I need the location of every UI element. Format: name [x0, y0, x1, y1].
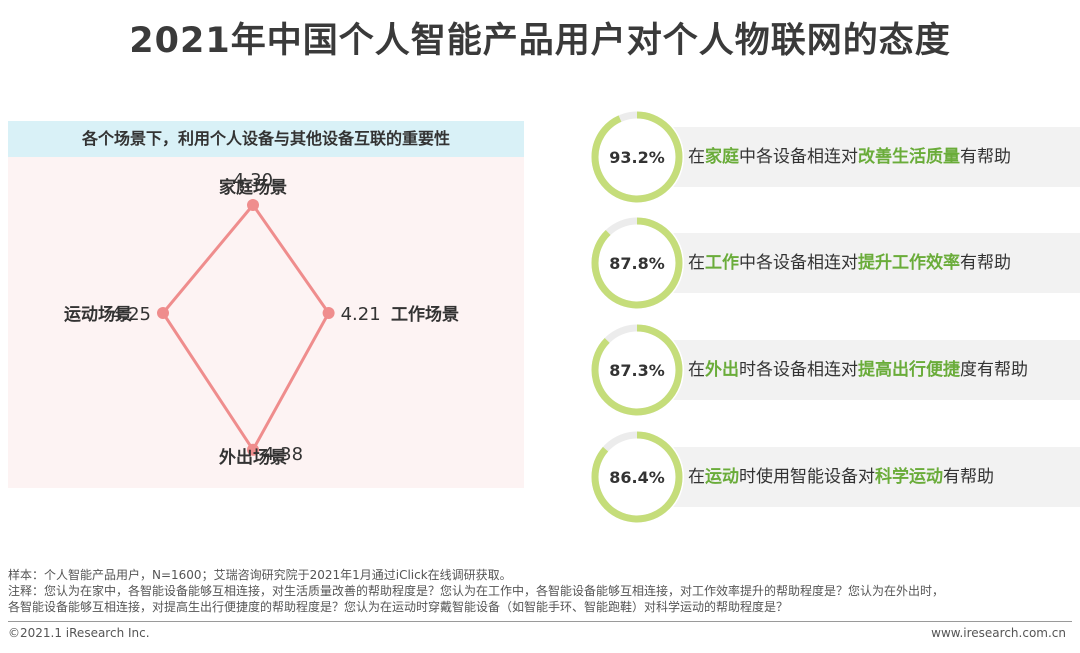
value-label-home: 4.30 — [233, 170, 273, 191]
ring-background — [590, 323, 684, 417]
ring-background — [590, 110, 684, 204]
stat-description: 在家庭中各设备相连对改善生活质量有帮助 — [688, 147, 1011, 167]
radar-panel: 各个场景下，利用个人设备与其他设备互联的重要性 4.30 家庭场景 4.21 工作场景… — [8, 121, 524, 488]
page-title: 2021年中国个人智能产品用户对个人物联网的态度 — [129, 21, 951, 61]
ring-background — [590, 216, 684, 310]
axis-label-sport: 运动场景 — [64, 305, 132, 325]
data-point-work — [322, 307, 335, 319]
stat-description: 在运动时使用智能设备对科学运动有帮助 — [688, 467, 994, 487]
copyright: ©2021.1 iResearch Inc. — [8, 626, 150, 640]
stat-bar — [632, 233, 1080, 293]
stat-row-work: 87.8% 在工作中各设备相连对提升工作效率有帮助 — [588, 214, 1080, 312]
ring-percent-label: 87.3% — [609, 361, 665, 380]
stat-description: 在工作中各设备相连对提升工作效率有帮助 — [688, 253, 1011, 273]
stat-row-home: 93.2% 在家庭中各设备相连对改善生活质量有帮助 — [588, 108, 1080, 206]
stat-bar — [632, 127, 1080, 187]
stats-panel: 93.2% 在家庭中各设备相连对改善生活质量有帮助 87.8% 在工作中各设备相… — [588, 108, 1080, 528]
ring-progress — [591, 324, 683, 416]
axis-label-home: 家庭场景 — [219, 177, 287, 198]
ring-progress — [591, 111, 683, 203]
website-link: www.iresearch.com.cn — [931, 626, 1066, 640]
question-note: 注释：您认为在家中，各智能设备能够互相连接，对生活质量改善的帮助程度是？您认为在… — [8, 584, 945, 598]
ring-percent-label: 87.8% — [609, 254, 665, 273]
percent-ring: 87.3% — [590, 323, 684, 417]
percent-ring: 86.4% — [590, 430, 684, 524]
ring-progress — [591, 217, 683, 309]
value-label-sport: 4.25 — [111, 304, 151, 325]
axis-label-outing: 外出场景 — [219, 447, 287, 468]
percent-ring: 87.8% — [590, 216, 684, 310]
stat-description: 在外出时各设备相连对提高出行便捷度有帮助 — [688, 360, 1028, 380]
ring-percent-label: 93.2% — [609, 148, 665, 167]
data-point-sport — [157, 307, 169, 319]
question-note-continued: 各智能设备能够互相连接，对提高生出行便捷度的帮助程度是？您认为在运动时穿戴智能设… — [8, 600, 789, 614]
stat-row-outing: 87.3% 在外出时各设备相连对提高出行便捷度有帮助 — [588, 321, 1080, 419]
footer-divider — [8, 621, 1072, 622]
ring-background — [590, 430, 684, 524]
footnotes: 样本：个人智能产品用户，N=1600；艾瑞咨询研究院于2021年1月通过iCli… — [8, 567, 1072, 615]
value-label-outing: 4.38 — [263, 444, 303, 465]
stat-row-sport: 86.4% 在运动时使用智能设备对科学运动有帮助 — [588, 428, 1080, 526]
stat-bar — [632, 447, 1080, 507]
ring-progress — [591, 431, 683, 523]
ring-percent-label: 86.4% — [609, 468, 665, 487]
sample-note: 样本：个人智能产品用户，N=1600；艾瑞咨询研究院于2021年1月通过iCli… — [8, 568, 512, 582]
radar-series-line — [161, 203, 331, 452]
data-point-home — [247, 199, 259, 211]
data-point-outing — [247, 443, 259, 456]
radar-panel-header: 各个场景下，利用个人设备与其他设备互联的重要性 — [8, 121, 524, 157]
value-label-work: 4.21 — [341, 304, 381, 325]
axis-label-work: 工作场景 — [391, 304, 459, 325]
stat-bar — [632, 340, 1080, 400]
percent-ring: 93.2% — [590, 110, 684, 204]
